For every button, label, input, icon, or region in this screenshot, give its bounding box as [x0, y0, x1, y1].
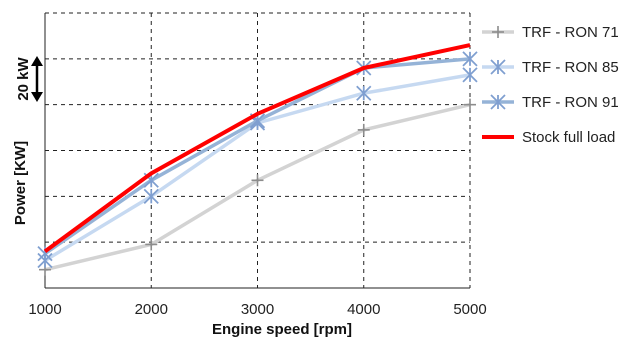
legend: TRF - RON 71 TRF - RON 85 TRF - RON 91 Stoc… [482, 24, 619, 146]
scale-annotation-label: 20 kW [15, 56, 32, 100]
legend-label: TRF - RON 91 [522, 94, 619, 111]
scale-arrow-up-head [31, 56, 43, 66]
x-tick-label: 3000 [241, 301, 274, 318]
x-tick-label: 1000 [28, 301, 61, 318]
x-tick-label: 2000 [135, 301, 168, 318]
scale-arrow-down-head [31, 92, 43, 102]
x-tick-label: 4000 [347, 301, 380, 318]
x-tick-label: 5000 [453, 301, 486, 318]
scale-annotation: 20 kW [15, 56, 43, 102]
legend-label: TRF - RON 85 [522, 59, 619, 76]
grid-lines [44, 12, 471, 289]
x-axis-label: Engine speed [rpm] [212, 321, 352, 338]
series-line [43, 43, 471, 253]
x-tick-labels: 1000 2000 3000 4000 5000 [28, 301, 486, 318]
y-axis-label: Power [KW] [12, 141, 29, 225]
series-layer [37, 43, 478, 276]
legend-label: TRF - RON 71 [522, 24, 619, 41]
legend-label: Stock full load [522, 129, 615, 146]
